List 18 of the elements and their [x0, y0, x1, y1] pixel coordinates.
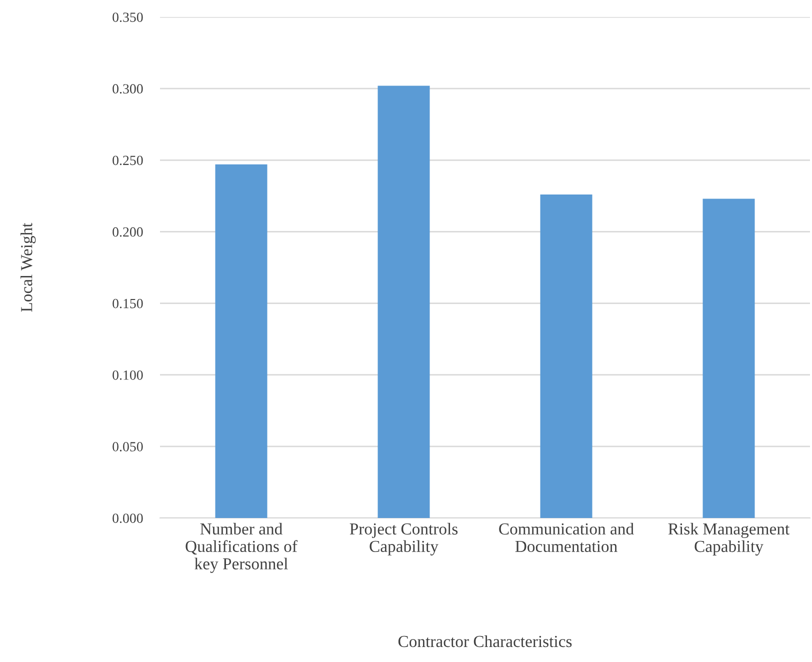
y-tick-label: 0.300 — [112, 84, 143, 94]
x-tick-label: Project Controls Capability — [350, 522, 458, 556]
y-tick-label: 0.000 — [112, 514, 143, 524]
y-tick-label: 0.250 — [112, 156, 143, 166]
y-tick-label: 0.200 — [112, 227, 143, 237]
y-tick-label: 0.100 — [112, 370, 143, 380]
y-axis-title: Local Weight — [20, 222, 36, 312]
y-tick-label: 0.150 — [112, 298, 143, 308]
y-tick-label: 0.050 — [112, 442, 143, 452]
bar — [378, 86, 430, 518]
x-tick-label: Communication and Documentation — [499, 522, 634, 552]
bar — [540, 194, 592, 518]
bar — [215, 164, 268, 518]
x-tick-label: Number and Qualifications of key Personnel — [186, 522, 298, 573]
y-tick-label: 0.350 — [112, 12, 143, 22]
bar — [702, 198, 755, 518]
x-axis-title: Contractor Characteristics — [398, 635, 572, 648]
x-tick-label: Risk Management Capability — [668, 522, 790, 556]
